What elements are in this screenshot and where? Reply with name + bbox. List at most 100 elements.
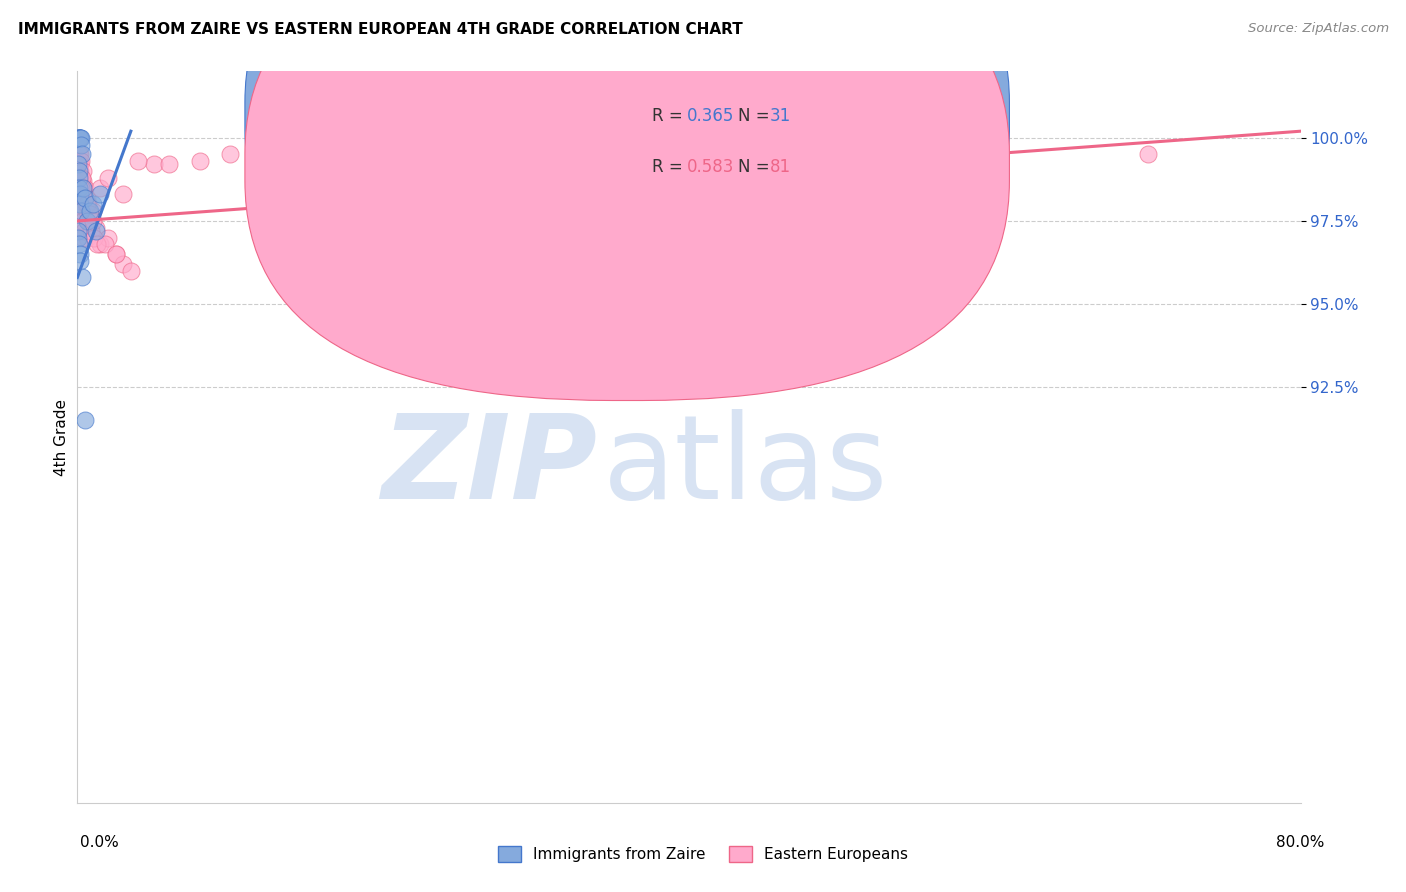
Point (79, 214, 101, 228)
Point (77, 197, 100, 211)
Point (70, 170, 93, 185)
Point (69, 187, 91, 202)
Point (104, 247, 127, 261)
Point (76, 197, 98, 211)
Point (142, 157, 165, 171)
Point (754, 147, 776, 161)
Text: 31: 31 (769, 107, 792, 125)
Point (69, 197, 91, 211)
Point (86, 237, 108, 252)
Point (449, 147, 471, 161)
Point (76, 214, 98, 228)
Point (70, 220, 93, 235)
Point (70, 204, 93, 219)
Point (70, 180, 93, 194)
Point (112, 257, 135, 271)
Point (678, 147, 700, 161)
Point (72, 164, 94, 178)
Point (69, 164, 91, 178)
Point (555, 147, 578, 161)
Point (69, 247, 91, 261)
Point (77, 214, 100, 228)
Point (72, 174, 94, 188)
Point (70, 180, 93, 194)
Point (76, 191, 98, 205)
Point (984, 147, 1007, 161)
Point (69, 131, 91, 145)
Point (127, 154, 149, 169)
Point (70, 204, 93, 219)
Point (82, 214, 104, 228)
Point (402, 147, 425, 161)
Point (75, 197, 97, 211)
Point (82, 204, 104, 219)
Point (83, 230, 105, 244)
Point (67, 230, 90, 244)
Point (67, 131, 90, 145)
Point (69, 131, 91, 145)
Text: 0.0%: 0.0% (80, 836, 120, 850)
Point (69, 253, 91, 268)
Text: ZIP: ZIP (381, 409, 598, 524)
Point (79, 214, 101, 228)
Point (157, 157, 180, 171)
Text: 81: 81 (769, 158, 790, 177)
Point (79, 204, 101, 219)
Point (73, 191, 96, 205)
Point (1136, 147, 1159, 161)
Text: R =: R = (652, 158, 689, 177)
Point (188, 154, 211, 169)
Point (89, 180, 111, 194)
Point (76, 230, 98, 244)
Text: atlas: atlas (603, 409, 889, 524)
Point (70, 214, 93, 228)
Point (219, 147, 242, 161)
Point (72, 180, 94, 194)
Point (67, 170, 90, 185)
Point (295, 147, 318, 161)
Point (89, 187, 111, 202)
Point (67, 180, 90, 194)
Point (67, 157, 90, 171)
Point (907, 147, 929, 161)
Point (77, 204, 100, 219)
Point (69, 204, 91, 219)
Point (112, 187, 135, 202)
FancyBboxPatch shape (245, 0, 1010, 350)
Point (69, 187, 91, 202)
Text: 0.365: 0.365 (686, 107, 734, 125)
Point (69, 157, 91, 171)
Point (70, 170, 93, 185)
Point (73, 413, 96, 427)
Text: Source: ZipAtlas.com: Source: ZipAtlas.com (1249, 22, 1389, 36)
Text: IMMIGRANTS FROM ZAIRE VS EASTERN EUROPEAN 4TH GRADE CORRELATION CHART: IMMIGRANTS FROM ZAIRE VS EASTERN EUROPEA… (18, 22, 742, 37)
Point (67, 154, 90, 169)
Point (70, 137, 93, 152)
Point (69, 180, 91, 194)
Point (84, 224, 107, 238)
Point (79, 207, 101, 221)
Text: R =: R = (652, 107, 689, 125)
Point (97, 230, 120, 244)
Point (602, 147, 624, 161)
Point (104, 247, 127, 261)
FancyBboxPatch shape (245, 0, 1010, 401)
Point (67, 131, 90, 145)
FancyBboxPatch shape (591, 86, 884, 200)
Point (73, 224, 96, 238)
Point (70, 270, 93, 285)
Point (72, 180, 94, 194)
Point (831, 147, 853, 161)
Point (70, 147, 93, 161)
Point (69, 131, 91, 145)
Point (120, 264, 142, 278)
Text: N =: N = (738, 107, 775, 125)
Point (67, 131, 90, 145)
Point (69, 154, 91, 169)
Point (73, 180, 96, 194)
Point (371, 147, 394, 161)
Text: 0.583: 0.583 (686, 158, 734, 177)
Point (72, 214, 94, 228)
Point (72, 230, 94, 244)
Point (250, 147, 273, 161)
